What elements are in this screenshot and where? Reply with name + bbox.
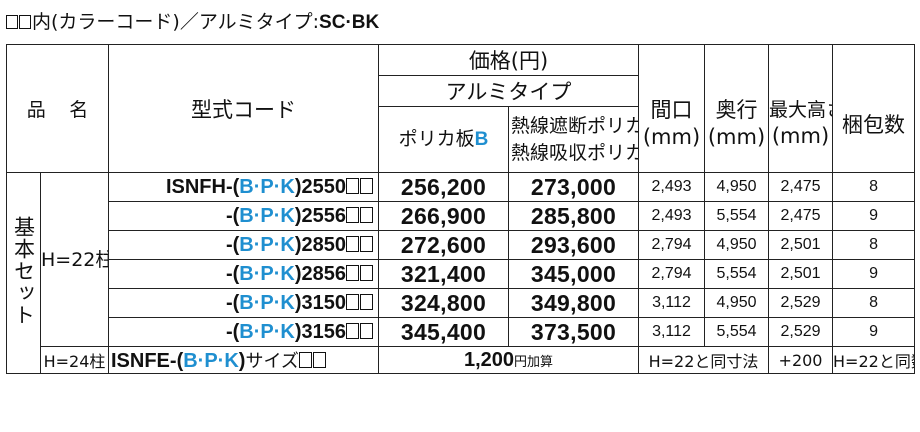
table-row: H=24柱 ISNFE-(B·P·K)サイズ 1,200円加算 H=22と同寸法… (7, 346, 916, 374)
price-pk: 293,600 (507, 230, 640, 260)
table-row: -(B·P·K)2856 321,400 345,000 2,794 5,554… (7, 259, 916, 289)
packages-value: 9 (832, 317, 916, 347)
price-b: 272,600 (378, 230, 509, 260)
header-aluminum-type: アルミタイプ (377, 75, 640, 107)
packages-value: 8 (832, 230, 916, 260)
table-row: -(B·P·K)3156 345,400 373,500 3,112 5,554… (7, 317, 916, 347)
height-value: 2,529 (768, 317, 834, 347)
price-pk: 349,800 (507, 288, 640, 318)
packages-value: 9 (832, 201, 916, 231)
header-heat-polycarbonate: 熱線遮断ポリカ板P 熱線吸収ポリカ板K (507, 106, 640, 173)
h24-label: H=24柱 (40, 346, 109, 374)
placeholder-box (19, 15, 31, 29)
depth-value: 5,554 (704, 259, 770, 289)
height-value: 2,475 (768, 172, 834, 202)
price-pk: 373,500 (507, 317, 640, 347)
model-code: -(B·P·K)3156 (108, 317, 379, 347)
model-code: -(B·P·K)2856 (108, 259, 379, 289)
set-label: 基本セット (6, 172, 41, 374)
option-price: 1,200円加算 (377, 346, 640, 374)
model-code: -(B·P·K)2556 (108, 201, 379, 231)
header-product-name: 品名 (6, 44, 109, 173)
frontage-value: 2,493 (638, 201, 706, 231)
frontage-value: 2,794 (638, 230, 706, 260)
header-frontage: 間口 (mm) (638, 75, 706, 173)
option-height-note: +200 (768, 346, 834, 374)
height-value: 2,501 (768, 259, 834, 289)
header-price: 価格(円) (377, 44, 640, 76)
price-pk: 273,000 (507, 172, 640, 202)
option-packages-note: H=22と同数 (832, 346, 916, 374)
page-title: 内(カラーコード)／アルミタイプ:SC·BK (6, 8, 379, 36)
header-depth: 奥行 (mm) (704, 75, 770, 173)
title-prefix: 内(カラーコード)／アルミタイプ: (32, 11, 320, 33)
frontage-value: 3,112 (638, 317, 706, 347)
option-model-code: ISNFE-(B·P·K)サイズ (108, 346, 379, 374)
header-packages: 梱包数 (832, 75, 916, 173)
price-b: 324,800 (378, 288, 509, 318)
depth-value: 5,554 (704, 317, 770, 347)
height-value: 2,475 (768, 201, 834, 231)
table-row: 基本セット H=22柱 ISNFH-(B·P·K)2550 256,200 27… (6, 172, 916, 374)
header-max-height: 最大高さ(mm) (768, 75, 834, 173)
height-value: 2,501 (768, 230, 834, 260)
price-b: 345,400 (378, 317, 509, 347)
table-row: -(B·P·K)3150 324,800 349,800 3,112 4,950… (7, 288, 916, 318)
table-row: -(B·P·K)2850 272,600 293,600 2,794 4,950… (7, 230, 916, 260)
depth-value: 4,950 (704, 172, 770, 202)
title-suffix: SC·BK (319, 12, 380, 33)
table-row: -(B·P·K)2556 266,900 285,800 2,493 5,554… (7, 201, 916, 231)
price-table: 品名 型式コード 価格(円) アルミタイプ 間口(mm) 奥行(mm) 最大高さ… (6, 44, 916, 374)
frontage-value: 2,794 (638, 259, 706, 289)
packages-value: 8 (832, 288, 916, 318)
price-b: 256,200 (378, 172, 509, 202)
model-code: ISNFH-(B·P·K)2550 (108, 172, 379, 202)
price-b: 321,400 (378, 259, 509, 289)
header-polycarbonate: ポリカ板B (378, 106, 509, 173)
h22-label: H=22柱 (40, 172, 109, 347)
option-dims-note: H=22と同寸法 (638, 346, 770, 374)
model-code: -(B·P·K)2850 (108, 230, 379, 260)
header-model-code: 型式コード (108, 44, 379, 173)
price-pk: 345,000 (507, 259, 640, 289)
depth-value: 4,950 (704, 230, 770, 260)
price-pk: 285,800 (507, 201, 640, 231)
frontage-value: 3,112 (638, 288, 706, 318)
packages-value: 9 (832, 259, 916, 289)
depth-value: 4,950 (704, 288, 770, 318)
depth-value: 5,554 (704, 201, 770, 231)
price-b: 266,900 (378, 201, 509, 231)
packages-value: 8 (832, 172, 916, 202)
model-code: -(B·P·K)3150 (108, 288, 379, 318)
height-value: 2,529 (768, 288, 834, 318)
placeholder-box (6, 15, 18, 29)
frontage-value: 2,493 (638, 172, 706, 202)
